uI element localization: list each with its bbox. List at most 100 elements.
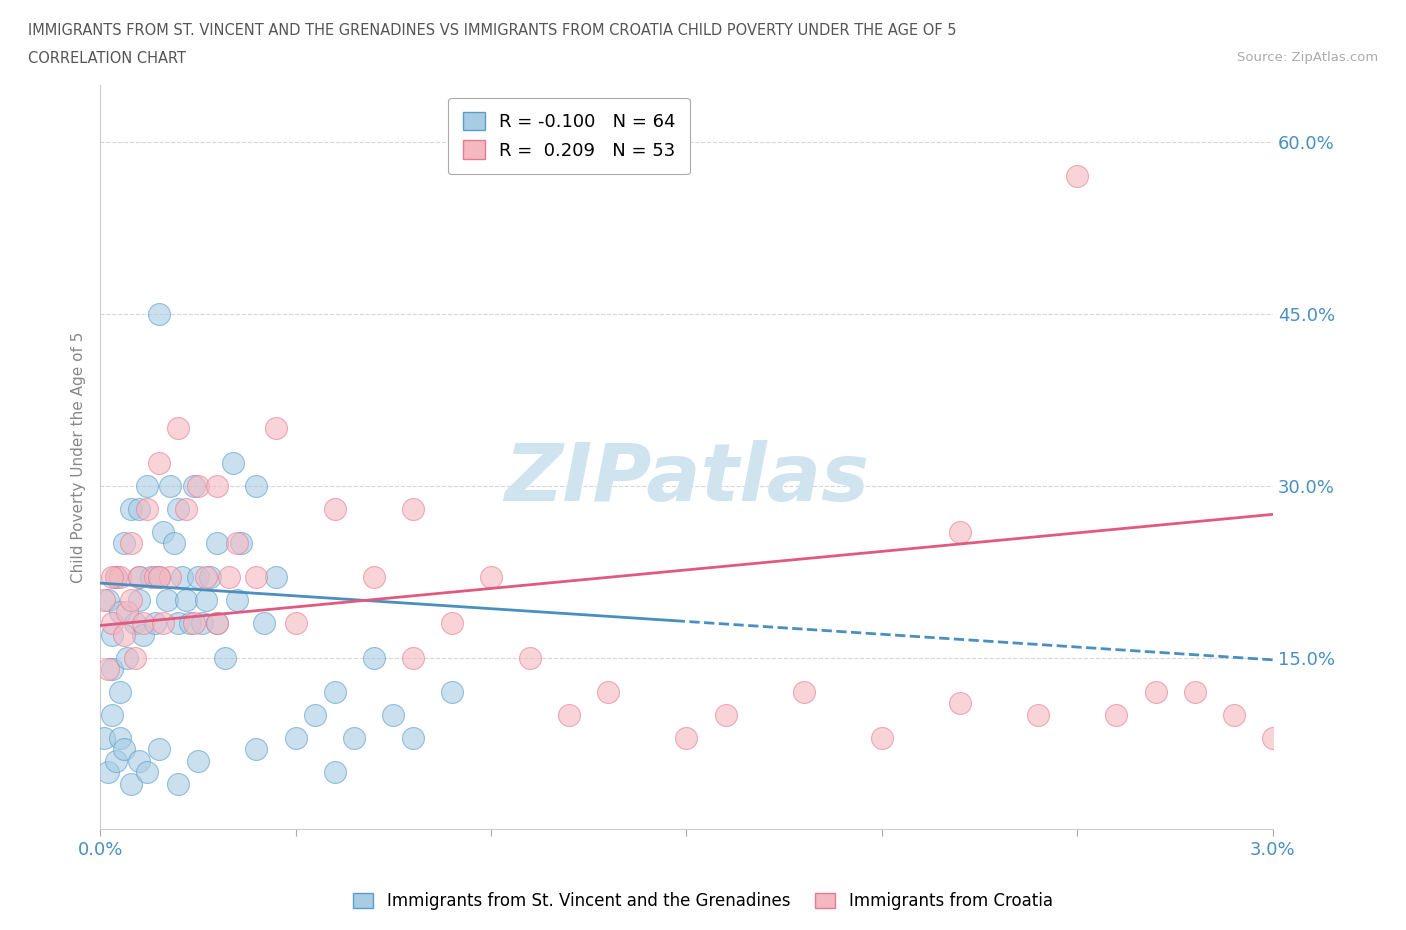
Point [245, 742, 267, 757]
Point [198, 570, 221, 585]
Point [558, 708, 581, 723]
Point [264, 421, 287, 436]
Point [226, 592, 249, 607]
Point [598, 684, 620, 699]
Point [148, 456, 170, 471]
Point [187, 478, 209, 493]
Point [870, 730, 893, 745]
Point [112, 742, 135, 757]
Point [519, 650, 541, 665]
Point [104, 570, 127, 585]
Point [183, 616, 205, 631]
Point [101, 627, 124, 642]
Point [101, 661, 124, 676]
Point [104, 570, 127, 585]
Y-axis label: Child Poverty Under the Age of 5: Child Poverty Under the Age of 5 [72, 331, 86, 583]
Point [218, 570, 240, 585]
Point [183, 478, 205, 493]
Point [124, 616, 146, 631]
Point [402, 730, 425, 745]
Point [323, 501, 346, 516]
Point [1144, 684, 1167, 699]
Point [104, 753, 127, 768]
Point [159, 478, 181, 493]
Point [143, 616, 166, 631]
Point [382, 708, 405, 723]
Text: ZIPatlas: ZIPatlas [503, 441, 869, 518]
Point [714, 708, 737, 723]
Legend: R = -0.100   N = 64, R =  0.209   N = 53: R = -0.100 N = 64, R = 0.209 N = 53 [449, 98, 690, 174]
Point [222, 456, 245, 471]
Point [264, 570, 287, 585]
Point [136, 764, 159, 779]
Point [163, 536, 186, 551]
Point [159, 570, 181, 585]
Point [253, 616, 276, 631]
Point [132, 616, 155, 631]
Point [155, 592, 177, 607]
Point [128, 570, 150, 585]
Point [152, 525, 174, 539]
Point [323, 684, 346, 699]
Point [128, 570, 150, 585]
Point [97, 592, 120, 607]
Point [343, 730, 366, 745]
Point [440, 616, 463, 631]
Point [101, 616, 124, 631]
Point [148, 742, 170, 757]
Point [112, 536, 135, 551]
Point [167, 616, 190, 631]
Point [120, 536, 142, 551]
Point [284, 730, 307, 745]
Point [1066, 169, 1088, 184]
Text: IMMIGRANTS FROM ST. VINCENT AND THE GRENADINES VS IMMIGRANTS FROM CROATIA CHILD : IMMIGRANTS FROM ST. VINCENT AND THE GREN… [28, 23, 956, 38]
Point [323, 764, 346, 779]
Point [207, 536, 229, 551]
Point [190, 616, 212, 631]
Point [479, 570, 502, 585]
Point [112, 627, 135, 642]
Point [675, 730, 697, 745]
Point [108, 730, 131, 745]
Point [108, 570, 131, 585]
Point [304, 708, 326, 723]
Point [363, 570, 385, 585]
Point [1184, 684, 1206, 699]
Point [128, 592, 150, 607]
Text: Source: ZipAtlas.com: Source: ZipAtlas.com [1237, 51, 1378, 64]
Point [174, 592, 197, 607]
Point [139, 570, 162, 585]
Point [143, 570, 166, 585]
Point [402, 501, 425, 516]
Point [284, 616, 307, 631]
Point [101, 708, 124, 723]
Point [174, 501, 197, 516]
Point [207, 616, 229, 631]
Point [152, 616, 174, 631]
Point [117, 650, 139, 665]
Point [207, 478, 229, 493]
Point [402, 650, 425, 665]
Point [1026, 708, 1049, 723]
Point [128, 753, 150, 768]
Point [132, 627, 155, 642]
Point [97, 764, 120, 779]
Point [167, 421, 190, 436]
Point [120, 777, 142, 791]
Point [93, 730, 115, 745]
Point [97, 661, 120, 676]
Point [194, 570, 217, 585]
Point [108, 684, 131, 699]
Point [179, 616, 201, 631]
Point [207, 616, 229, 631]
Text: CORRELATION CHART: CORRELATION CHART [28, 51, 186, 66]
Point [108, 604, 131, 619]
Point [136, 478, 159, 493]
Point [148, 570, 170, 585]
Point [440, 684, 463, 699]
Point [187, 753, 209, 768]
Point [124, 650, 146, 665]
Legend: Immigrants from St. Vincent and the Grenadines, Immigrants from Croatia: Immigrants from St. Vincent and the Gren… [347, 885, 1059, 917]
Point [120, 592, 142, 607]
Point [229, 536, 252, 551]
